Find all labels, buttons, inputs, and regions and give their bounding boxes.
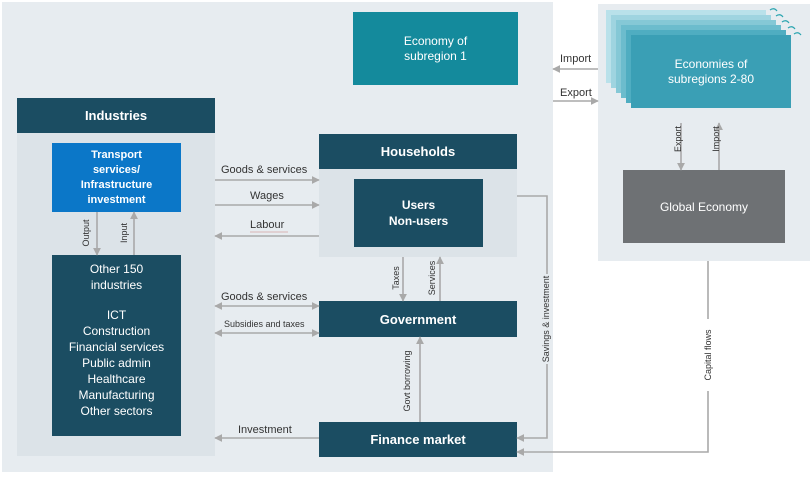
subregions-line1: Economies of [674, 56, 748, 71]
other-industries-box: Other 150 industries ICT Construction Fi… [52, 255, 181, 436]
sector-construction: Construction [82, 324, 151, 338]
industries-header: Industries [17, 98, 215, 133]
label-import-sub: Import [560, 53, 592, 65]
economy-subregion1-box: Economy of subregion 1 [353, 12, 518, 85]
label-services: Services [427, 260, 437, 296]
label-taxes: Taxes [391, 266, 401, 290]
transport-box: Transport services/ Infrastructure inves… [52, 143, 181, 212]
transport-line1: Transport [91, 148, 142, 161]
users-line: Users [401, 198, 436, 212]
label-import-global: Import [711, 126, 721, 152]
finance-market-box: Finance market [319, 422, 517, 457]
global-economy-box: Global Economy [623, 170, 785, 243]
subregions-stack: Economies of subregions 2-80 [606, 10, 806, 112]
label-subsidies-taxes: Subsidies and taxes [224, 319, 305, 329]
label-savings-investment: Savings & investment [541, 274, 551, 364]
label-export-global: Export [673, 126, 683, 153]
label-input: Input [119, 222, 129, 244]
label-output: Output [81, 219, 91, 247]
transport-line2: services/ [92, 163, 141, 176]
other-industries-line2: industries [90, 278, 143, 292]
other-industries-line1: Other 150 [89, 262, 144, 276]
subregion1-line2: subregion 1 [404, 48, 467, 63]
label-export-sub: Export [560, 87, 592, 99]
transport-line4: investment [87, 193, 146, 206]
subregions-line2: subregions 2-80 [667, 71, 755, 86]
label-investment: Investment [238, 424, 292, 436]
subregion1-line1: Economy of [403, 33, 468, 48]
label-govt-borrowing: Govt borrowing [402, 350, 412, 412]
sector-financial-services: Financial services [68, 340, 165, 354]
government-box: Government [319, 301, 517, 337]
label-goods-services-households: Goods & services [221, 164, 308, 176]
transport-line3: Infrastructure [80, 178, 153, 191]
sector-ict: ICT [106, 308, 127, 322]
label-goods-services-government: Goods & services [221, 291, 308, 303]
label-labour: Labour [250, 219, 285, 231]
sector-public-admin: Public admin [82, 356, 151, 370]
users-box: Users Non-users [354, 179, 483, 247]
stack-ellipsis-icon [769, 8, 802, 36]
households-header: Households [319, 134, 517, 169]
label-capital-flows: Capital flows [703, 319, 713, 391]
sector-manufacturing: Manufacturing [78, 388, 155, 402]
label-wages: Wages [250, 190, 284, 202]
non-users-line: Non-users [388, 214, 449, 228]
economies-subregions-box: Economies of subregions 2-80 [631, 35, 791, 108]
sector-healthcare: Healthcare [87, 372, 146, 386]
sector-other: Other sectors [80, 404, 153, 418]
